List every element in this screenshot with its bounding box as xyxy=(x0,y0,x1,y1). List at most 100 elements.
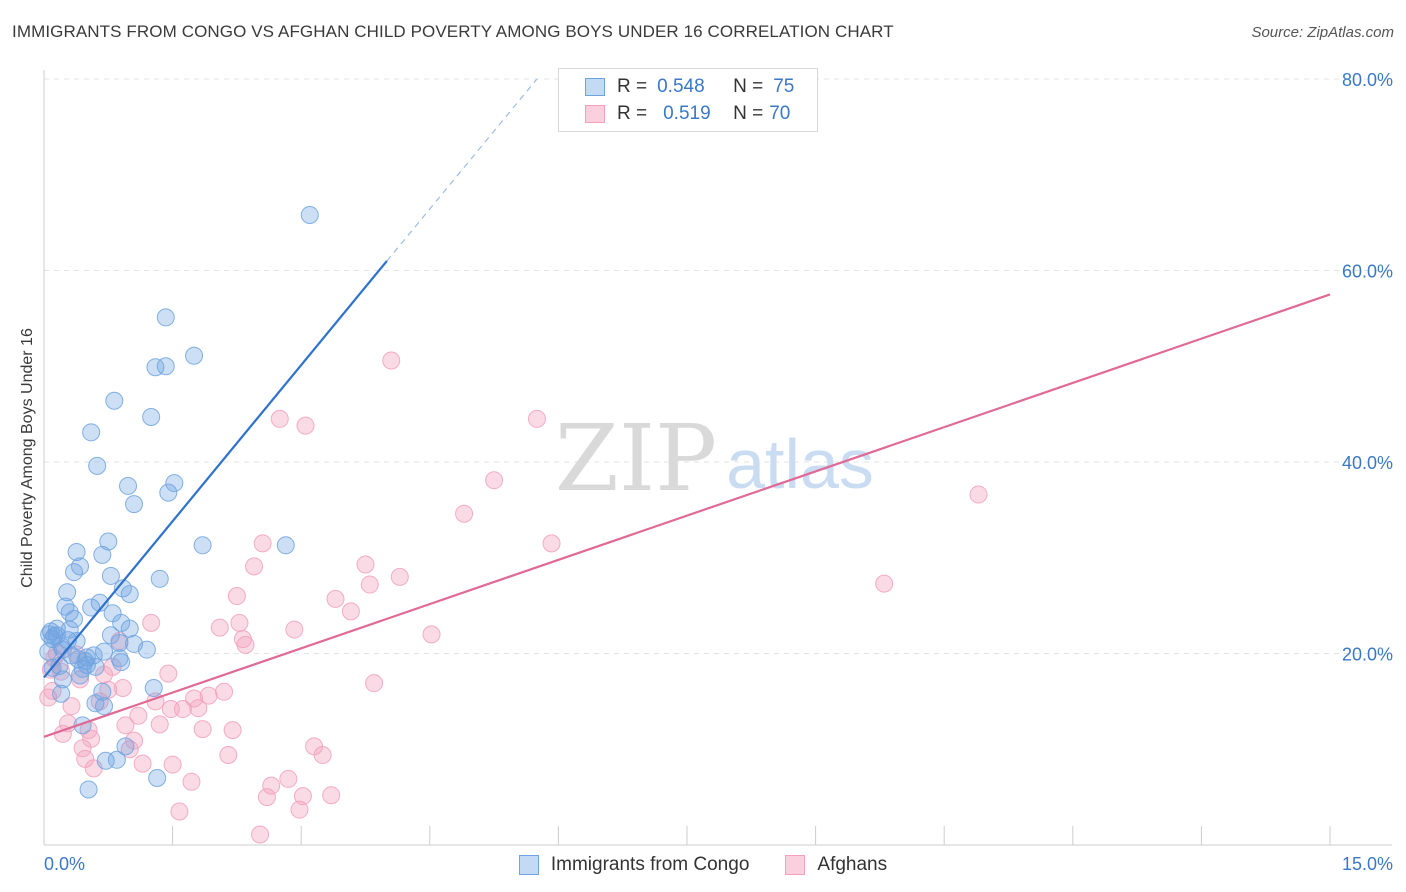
data-point-afghans xyxy=(193,720,212,739)
data-point-congo xyxy=(84,646,103,665)
data-point-afghans xyxy=(422,625,441,644)
data-point-congo xyxy=(110,649,129,668)
data-point-congo xyxy=(148,768,167,787)
data-point-congo xyxy=(165,474,184,493)
series-legend: Immigrants from Congo Afghans xyxy=(0,852,1406,878)
data-point-congo xyxy=(47,626,66,645)
data-point-afghans xyxy=(290,800,309,819)
data-point-congo xyxy=(119,476,138,495)
legend-row-afghans: R = 0.519 N = 70 xyxy=(585,102,790,126)
watermark: ZIP atlas xyxy=(555,405,874,512)
data-point-congo xyxy=(150,569,169,588)
data-point-congo xyxy=(112,613,131,632)
data-point-afghans xyxy=(159,664,178,683)
data-point-afghans xyxy=(199,686,218,705)
watermark-zip: ZIP xyxy=(555,405,717,512)
y-tick-label: 40.0% xyxy=(1342,453,1393,473)
legend-row-congo: R = 0.548 N = 75 xyxy=(585,75,794,99)
data-point-congo xyxy=(47,619,66,638)
chart-source: Source: ZipAtlas.com xyxy=(1251,24,1394,41)
legend-n-value-afghans: 70 xyxy=(769,103,791,124)
legend-swatch-congo xyxy=(585,78,605,96)
data-point-congo xyxy=(107,750,126,769)
y-tick-label: 80.0% xyxy=(1342,70,1393,90)
data-point-congo xyxy=(137,640,156,659)
data-point-afghans xyxy=(279,769,298,788)
legend-item-congo: Immigrants from Congo xyxy=(518,854,750,876)
legend-n-value-congo: 75 xyxy=(773,76,795,97)
data-point-afghans xyxy=(326,589,345,608)
data-point-afghans xyxy=(262,776,281,795)
data-point-afghans xyxy=(356,555,375,574)
data-point-afghans xyxy=(150,715,169,734)
data-point-congo xyxy=(65,610,84,629)
chart-title: IMMIGRANTS FROM CONGO VS AFGHAN CHILD PO… xyxy=(12,22,894,41)
data-point-congo xyxy=(156,308,175,327)
data-point-afghans xyxy=(253,534,272,553)
data-point-congo xyxy=(58,583,77,602)
data-point-congo xyxy=(77,648,96,667)
data-point-congo xyxy=(142,407,161,426)
correlation-legend: R = 0.548 N = 75 R = 0.519 N = 70 xyxy=(558,68,818,132)
data-point-congo xyxy=(82,423,101,442)
data-point-afghans xyxy=(236,635,255,654)
data-point-afghans xyxy=(133,754,152,773)
data-point-congo xyxy=(125,495,144,514)
data-point-afghans xyxy=(125,731,144,750)
data-point-afghans xyxy=(390,567,409,586)
data-point-afghans xyxy=(322,786,341,805)
data-point-afghans xyxy=(170,802,189,821)
legend-r-value-congo: 0.548 xyxy=(657,76,705,97)
data-point-congo xyxy=(276,536,295,555)
gridlines xyxy=(44,78,1392,654)
data-point-afghans xyxy=(116,716,135,735)
data-point-congo xyxy=(144,678,163,697)
data-point-afghans xyxy=(360,575,379,594)
data-point-afghans xyxy=(296,416,315,435)
data-point-afghans xyxy=(223,721,242,740)
data-point-afghans xyxy=(227,587,246,606)
data-point-afghans xyxy=(173,700,192,719)
data-point-afghans xyxy=(293,787,312,806)
data-point-afghans xyxy=(455,504,474,523)
y-tick-label: 20.0% xyxy=(1342,645,1393,665)
data-point-congo xyxy=(71,557,90,576)
data-point-afghans xyxy=(230,613,249,632)
data-point-congo xyxy=(120,619,139,638)
legend-swatch-congo xyxy=(518,855,539,875)
data-point-afghans xyxy=(257,788,276,807)
data-point-afghans xyxy=(285,620,304,639)
data-point-congo xyxy=(53,670,72,689)
data-point-congo xyxy=(93,682,112,701)
data-point-congo xyxy=(156,357,175,376)
data-point-afghans xyxy=(185,689,204,708)
data-point-congo xyxy=(185,346,204,365)
data-point-congo xyxy=(110,633,129,652)
data-point-congo xyxy=(79,780,98,799)
data-point-congo xyxy=(52,684,71,703)
legend-label-congo: Immigrants from Congo xyxy=(550,854,750,875)
legend-n-label: N = xyxy=(733,76,764,97)
data-point-afghans xyxy=(365,674,384,693)
x-tick-label-min: 0.0% xyxy=(44,854,85,874)
data-point-afghans xyxy=(210,618,229,637)
data-point-afghans xyxy=(527,409,546,428)
tick-labels: 20.0% 40.0% 60.0% 80.0% 0.0% 15.0% xyxy=(44,70,1393,874)
data-point-afghans xyxy=(182,772,201,791)
data-point-afghans xyxy=(82,729,101,748)
data-point-congo xyxy=(300,205,319,224)
x-tick-label-max: 15.0% xyxy=(1342,854,1393,874)
axes xyxy=(43,70,1392,846)
legend-r-label: R = xyxy=(617,103,648,124)
data-point-congo xyxy=(101,566,120,585)
trend-line-afghans xyxy=(43,293,1331,738)
data-point-congo xyxy=(116,737,135,756)
data-point-congo xyxy=(120,585,139,604)
data-point-afghans xyxy=(313,745,332,764)
data-point-afghans xyxy=(245,557,264,576)
data-point-afghans xyxy=(62,697,81,716)
data-point-afghans xyxy=(251,825,270,844)
legend-n-label: N = xyxy=(733,103,764,124)
data-point-congo xyxy=(105,391,124,410)
